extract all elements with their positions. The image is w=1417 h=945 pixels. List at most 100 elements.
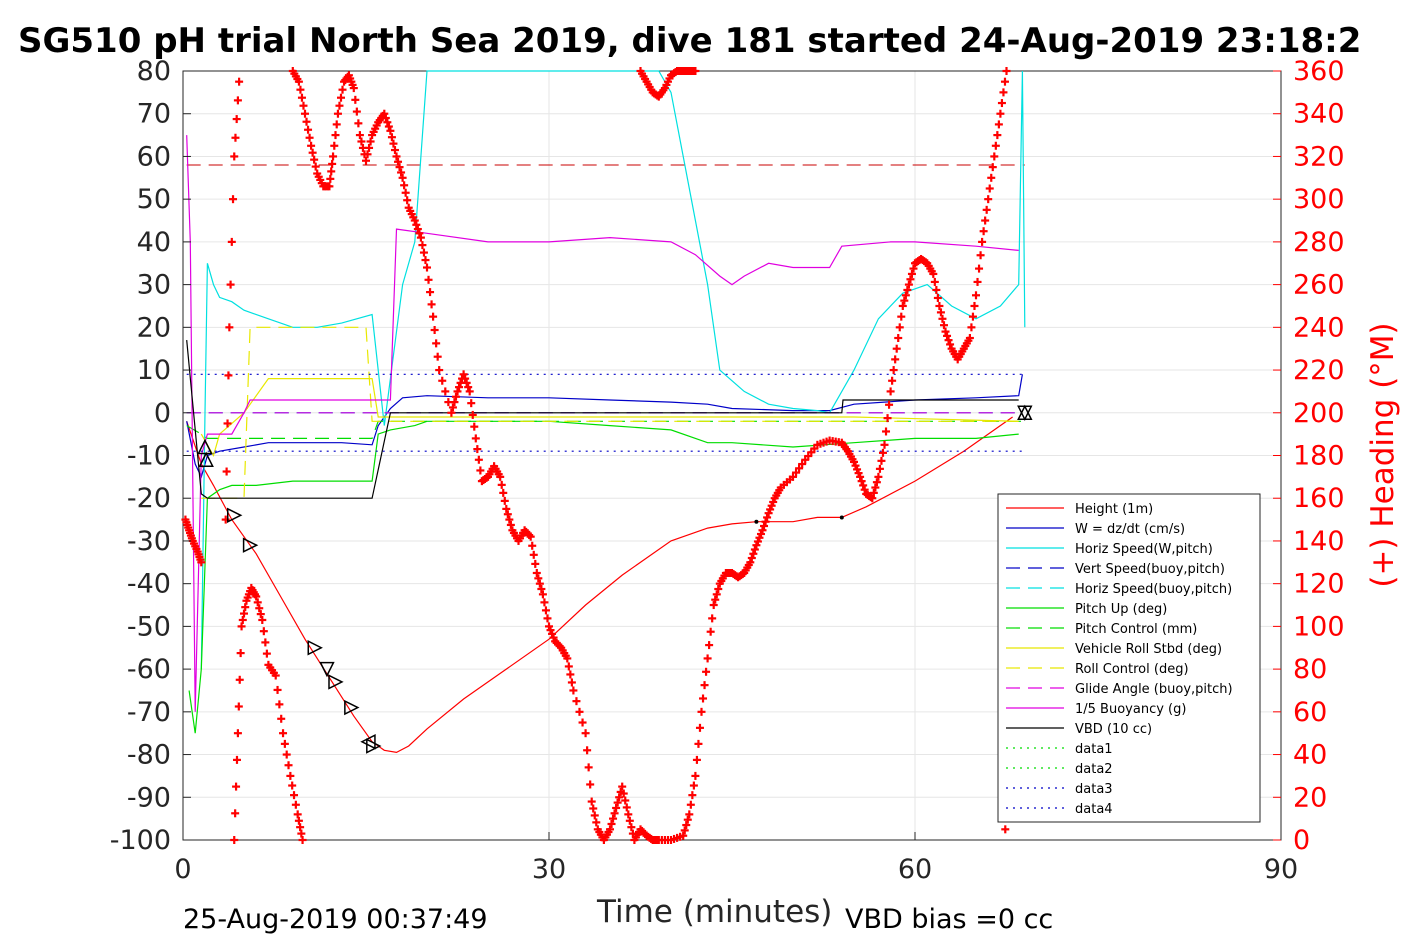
heading-point-193 bbox=[462, 378, 471, 387]
heading-point-506 bbox=[988, 163, 997, 172]
legend-entry-4: Horiz Speed(buoy,pitch) bbox=[1075, 582, 1232, 597]
heading-point-419 bbox=[856, 472, 865, 481]
heading-point-239 bbox=[532, 568, 541, 577]
heading-point-28 bbox=[233, 96, 242, 105]
heading-point-259 bbox=[563, 654, 572, 663]
heading-point-64 bbox=[275, 700, 284, 709]
heading-point-478 bbox=[946, 340, 955, 349]
heading-point-146 bbox=[384, 122, 393, 131]
heading-point-377 bbox=[761, 517, 770, 526]
heading-point-70 bbox=[286, 771, 295, 780]
legend-entry-8: Roll Control (deg) bbox=[1075, 662, 1189, 677]
heading-point-55 bbox=[259, 627, 268, 636]
y-right-tick-label-15: 300 bbox=[1293, 184, 1345, 215]
heading-point-32 bbox=[232, 782, 241, 791]
heading-point-333 bbox=[694, 739, 703, 748]
heading-point-124 bbox=[351, 95, 360, 104]
heading-point-90 bbox=[305, 133, 314, 142]
legend-entry-1: W = dz/dt (cm/s) bbox=[1075, 522, 1185, 537]
y-left-tick-label-16: 60 bbox=[137, 141, 171, 172]
heading-point-215 bbox=[496, 472, 505, 481]
heading-point-440 bbox=[888, 376, 897, 385]
heading-point-184 bbox=[448, 403, 457, 412]
heading-point-293 bbox=[621, 796, 630, 805]
heading-point-178 bbox=[433, 352, 442, 361]
heading-point-22 bbox=[226, 280, 235, 289]
heading-point-341 bbox=[706, 627, 715, 636]
heading-point-108 bbox=[330, 141, 339, 150]
heading-point-496 bbox=[973, 277, 982, 286]
heading-point-192 bbox=[461, 374, 470, 383]
heading-point-262 bbox=[567, 678, 576, 687]
x-axis-label: Time (minutes) bbox=[596, 894, 832, 930]
heading-point-114 bbox=[338, 85, 347, 94]
heading-point-434 bbox=[878, 448, 887, 457]
heading-point-35 bbox=[234, 702, 243, 711]
depth-dot-0 bbox=[754, 519, 759, 524]
chart-title: SG510 pH trial North Sea 2019, dive 181 … bbox=[18, 21, 1361, 61]
y-right-tick-label-7: 140 bbox=[1293, 526, 1345, 557]
heading-point-451 bbox=[904, 280, 913, 289]
heading-point-65 bbox=[277, 714, 286, 723]
heading-point-391 bbox=[789, 472, 797, 481]
heading-point-337 bbox=[700, 681, 709, 690]
heading-point-439 bbox=[886, 387, 895, 396]
heading-point-57 bbox=[262, 649, 271, 658]
heading-point-217 bbox=[499, 488, 508, 497]
heading-point-111 bbox=[333, 109, 342, 118]
heading-point-444 bbox=[894, 334, 903, 343]
heading-point-150 bbox=[390, 146, 399, 155]
heading-point-442 bbox=[891, 355, 900, 364]
heading-point-263 bbox=[569, 686, 578, 695]
heading-point-378 bbox=[763, 513, 772, 522]
heading-point-173 bbox=[426, 288, 435, 297]
heading-point-274 bbox=[592, 818, 601, 827]
heading-point-265 bbox=[575, 707, 584, 716]
legend-entry-0: Height (1m) bbox=[1075, 502, 1153, 517]
heading-point-154 bbox=[397, 168, 406, 177]
heading-point-88 bbox=[302, 117, 311, 126]
y-right-tick-label-5: 100 bbox=[1293, 611, 1345, 642]
heading-point-343 bbox=[709, 601, 718, 610]
legend-entry-12: data1 bbox=[1075, 742, 1113, 757]
heading-point-453 bbox=[907, 269, 916, 278]
heading-point-495 bbox=[972, 291, 980, 300]
heading-point-552 bbox=[691, 67, 700, 75]
heading-point-84 bbox=[296, 85, 305, 94]
heading-point-238 bbox=[531, 559, 540, 568]
heading-point-553 bbox=[1001, 825, 1010, 834]
heading-point-112 bbox=[335, 101, 344, 110]
heading-point-392 bbox=[792, 468, 801, 477]
heading-point-454 bbox=[909, 264, 918, 273]
heading-point-509 bbox=[993, 131, 1002, 140]
x-tick-label-1: 30 bbox=[532, 854, 566, 885]
heading-point-473 bbox=[938, 314, 947, 323]
heading-point-492 bbox=[967, 323, 976, 332]
heading-point-93 bbox=[310, 155, 319, 164]
y-right-tick-label-17: 340 bbox=[1293, 99, 1345, 130]
heading-point-31 bbox=[231, 809, 240, 818]
heading-point-501 bbox=[981, 216, 990, 225]
x-tick-label-2: 60 bbox=[898, 854, 932, 885]
heading-point-143 bbox=[380, 109, 389, 118]
heading-point-241 bbox=[535, 579, 544, 588]
heading-point-105 bbox=[327, 167, 336, 176]
heading-point-428 bbox=[869, 488, 878, 497]
heading-point-149 bbox=[389, 139, 398, 148]
heading-point-216 bbox=[497, 480, 506, 489]
heading-point-449 bbox=[901, 291, 910, 300]
heading-point-220 bbox=[503, 510, 512, 519]
heading-point-23 bbox=[227, 237, 236, 246]
heading-point-493 bbox=[968, 312, 977, 321]
heading-point-468 bbox=[930, 277, 939, 286]
heading-point-331 bbox=[691, 771, 700, 780]
heading-point-443 bbox=[892, 344, 901, 353]
heading-point-151 bbox=[392, 152, 401, 161]
heading-point-104 bbox=[326, 174, 335, 183]
heading-point-68 bbox=[282, 750, 291, 759]
heading-point-340 bbox=[705, 641, 714, 650]
heading-point-89 bbox=[304, 125, 313, 134]
heading-point-284 bbox=[607, 819, 616, 828]
heading-point-145 bbox=[383, 118, 392, 127]
series-line-2 bbox=[200, 70, 1026, 670]
